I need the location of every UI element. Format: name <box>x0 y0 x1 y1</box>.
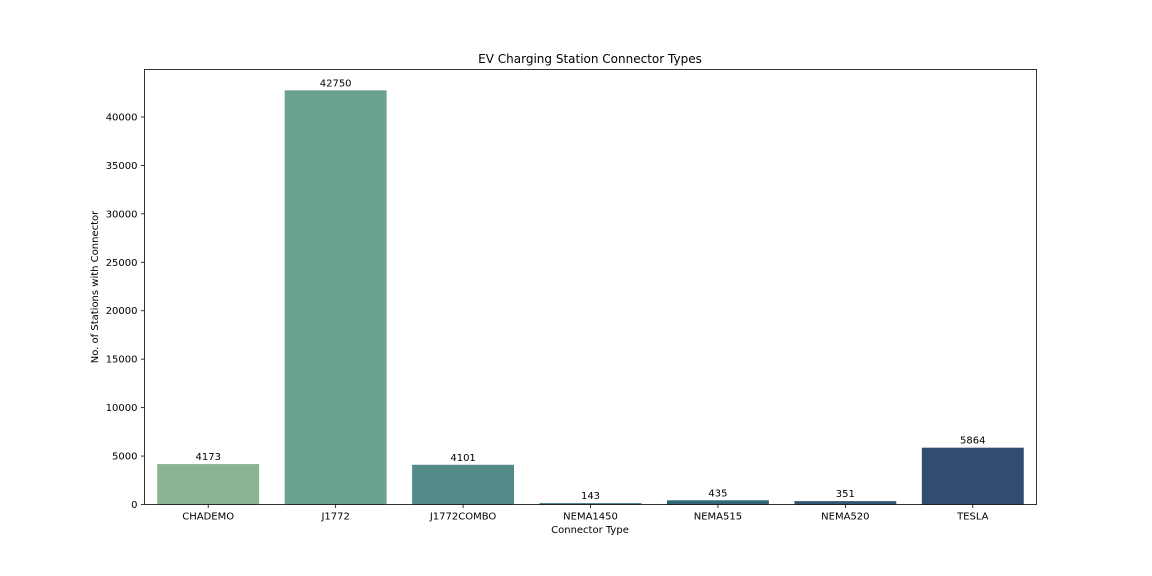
y-tick-label: 25000 <box>106 258 138 269</box>
y-tick-label: 40000 <box>106 112 138 123</box>
plot-frame <box>144 69 1037 505</box>
bar-j1772 <box>284 90 387 505</box>
x-tick-label-chademo: CHADEMO <box>182 512 234 523</box>
bar-nema520 <box>794 501 897 505</box>
x-tick-label-nema520: NEMA520 <box>821 512 869 523</box>
x-axis-label: Connector Type <box>551 525 629 536</box>
x-axis: CHADEMO J1772 J1772COMBO NEMA1450 NEMA515 NEM… <box>182 504 989 523</box>
data-label-j1772combo: 4101 <box>450 453 475 464</box>
data-label-nema520: 351 <box>836 489 855 500</box>
y-tick-label: 35000 <box>106 161 138 172</box>
x-tick-label-j1772combo: J1772COMBO <box>429 512 497 523</box>
y-tick-label: 0 <box>131 500 137 511</box>
y-tick-label: 20000 <box>106 306 138 317</box>
y-axis-label: No. of Stations with Connector <box>90 210 101 363</box>
y-tick-label: 10000 <box>106 403 138 414</box>
y-axis: 0 5000 10000 15000 20000 25000 30000 35000 40000 <box>106 112 145 511</box>
y-tick-label: 15000 <box>106 355 138 366</box>
data-label-tesla: 5864 <box>960 436 985 447</box>
x-tick-label-nema1450: NEMA1450 <box>563 512 618 523</box>
y-tick-label: 5000 <box>112 452 137 463</box>
bar-nema1450 <box>539 503 642 505</box>
bars-group: 4173 42750 4101 143 435 351 5864 <box>157 78 1024 505</box>
x-tick-label-tesla: TESLA <box>956 512 989 523</box>
bar-chademo <box>157 464 260 505</box>
data-label-chademo: 4173 <box>195 452 220 463</box>
data-label-nema1450: 143 <box>581 491 600 502</box>
chart-title: EV Charging Station Connector Types <box>478 52 702 66</box>
data-label-nema515: 435 <box>708 488 727 499</box>
bar-tesla <box>921 447 1024 505</box>
data-label-j1772: 42750 <box>320 78 352 89</box>
y-tick-label: 30000 <box>106 209 138 220</box>
x-tick-label-j1772: J1772 <box>320 512 349 523</box>
x-tick-label-nema515: NEMA515 <box>694 512 742 523</box>
bar-nema515 <box>666 500 769 505</box>
bar-j1772combo <box>412 464 515 505</box>
